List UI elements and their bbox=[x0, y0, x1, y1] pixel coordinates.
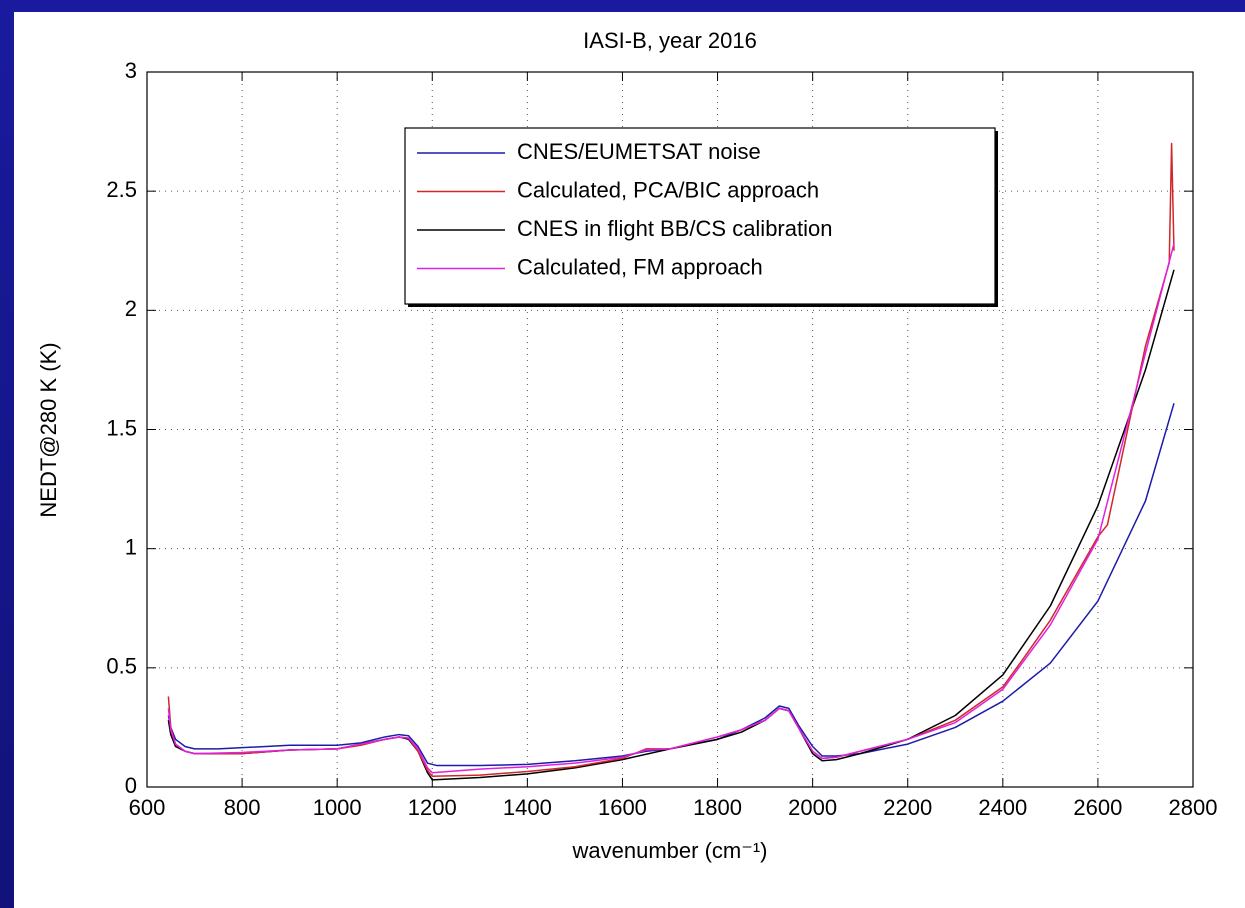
x-tick-label: 2400 bbox=[978, 795, 1027, 820]
legend-label: CNES in flight BB/CS calibration bbox=[517, 216, 832, 241]
x-tick-label: 2600 bbox=[1073, 795, 1122, 820]
y-tick-label: 0.5 bbox=[106, 654, 137, 679]
legend-box bbox=[404, 127, 996, 305]
y-axis-label: NEDT@280 K (K) bbox=[36, 342, 61, 517]
series-line bbox=[167, 403, 1175, 767]
y-tick-label: 2 bbox=[125, 296, 137, 321]
plot-frame bbox=[146, 71, 1194, 788]
x-tick-label: 1600 bbox=[598, 795, 647, 820]
x-tick-label: 2800 bbox=[1169, 795, 1218, 820]
x-tick-label: 2000 bbox=[788, 795, 837, 820]
legend-label: Calculated, FM approach bbox=[517, 254, 763, 279]
series-line bbox=[167, 243, 1175, 774]
y-tick-label: 3 bbox=[125, 58, 137, 83]
y-tick-label: 2.5 bbox=[106, 177, 137, 202]
x-axis-label: wavenumber (cm⁻¹) bbox=[572, 838, 768, 863]
x-tick-label: 1400 bbox=[503, 795, 552, 820]
series-line bbox=[167, 269, 1175, 781]
y-tick-label: 1.5 bbox=[106, 415, 137, 440]
x-tick-label: 2200 bbox=[883, 795, 932, 820]
x-tick-label: 1000 bbox=[313, 795, 362, 820]
chart-title: IASI-B, year 2016 bbox=[583, 28, 757, 53]
legend-label: CNES/EUMETSAT noise bbox=[517, 139, 761, 164]
x-tick-label: 1800 bbox=[693, 795, 742, 820]
legend-label: Calculated, PCA/BIC approach bbox=[517, 177, 819, 202]
x-tick-label: 600 bbox=[129, 795, 166, 820]
y-tick-label: 0 bbox=[125, 773, 137, 798]
y-tick-label: 1 bbox=[125, 534, 137, 559]
x-tick-label: 800 bbox=[224, 795, 261, 820]
x-tick-label: 1200 bbox=[408, 795, 457, 820]
